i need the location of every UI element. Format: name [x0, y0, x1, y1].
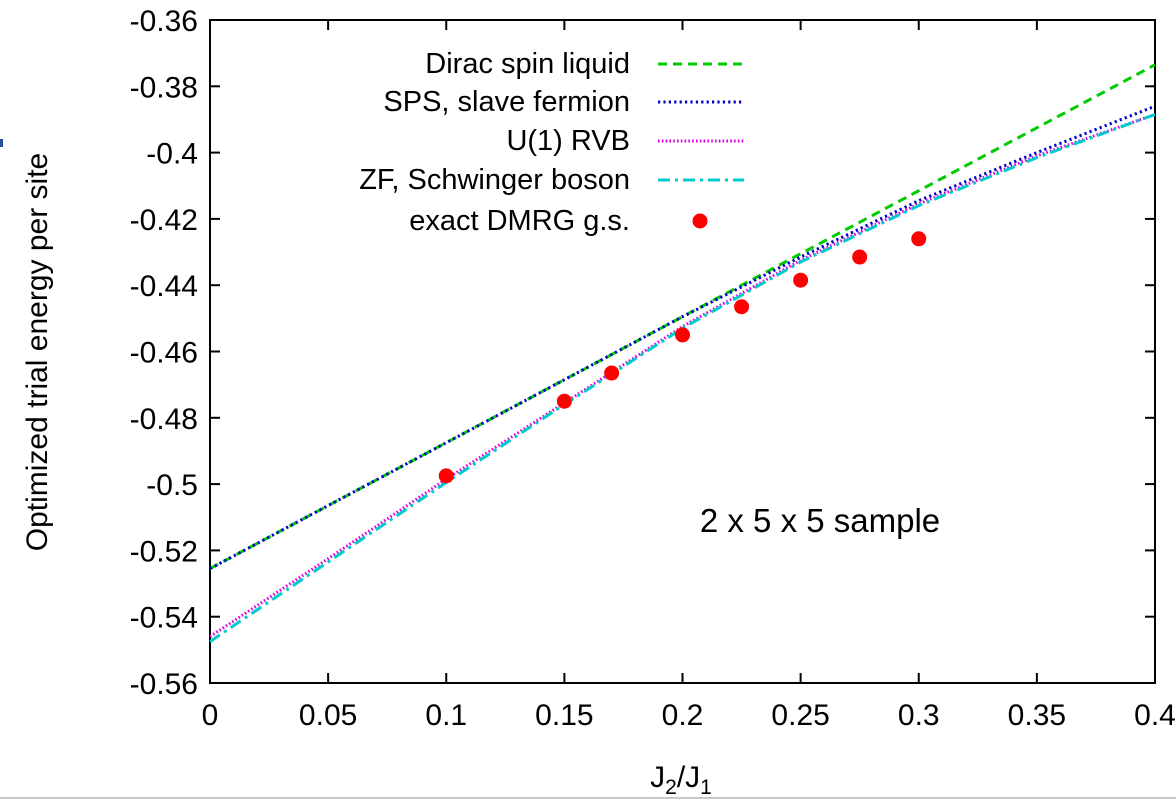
x-axis-title-slash: / [677, 761, 686, 794]
zf-schwinger-boson-line [209, 113, 1156, 643]
sample-size-annotation: 2 x 5 x 5 sample [700, 502, 940, 539]
y-tick-label: -0.46 [130, 337, 198, 370]
exact-dmrg-g-s-point [438, 468, 454, 484]
legend-label-u1-rvb: U(1) RVB [506, 125, 630, 157]
axes: 0 0.05 0.1 0.15 0.2 0.25 0.3 0.35 0.4 -0.56 -0.54… [130, 5, 1176, 732]
y-tick-label: -0.54 [130, 602, 198, 635]
x-tick-label: 0.4 [1134, 699, 1176, 732]
x-tick-label: 0.3 [898, 699, 940, 732]
x-tick-label: 0.35 [1008, 699, 1066, 732]
x-tick-label: 0.2 [662, 699, 704, 732]
legend-sample-exact-dmrg-g-s [692, 213, 708, 229]
x-axis-title-sub-2: 2 [665, 776, 677, 799]
bottom-divider [0, 797, 1176, 799]
x-tick-label: 0.05 [299, 699, 357, 732]
page-edge-mark [0, 139, 3, 147]
y-tick-label: -0.42 [130, 204, 198, 237]
y-axis-title: Optimized trial energy per site [21, 153, 54, 552]
x-tick-label: 0.15 [535, 699, 593, 732]
x-tick-label: 0 [202, 699, 219, 732]
u-1-rvb-line [209, 113, 1156, 638]
plot-frame [209, 19, 1156, 684]
y-tick-label: -0.56 [130, 668, 198, 701]
exact-dmrg-g-s-point [852, 249, 868, 265]
sps-slave-fermion-line [209, 104, 1156, 570]
exact-dmrg-g-s-point [734, 299, 750, 315]
y-tick-label: -0.4 [146, 138, 198, 171]
legend-label-sps-slave-fermion: SPS, slave fermion [383, 86, 630, 118]
exact-dmrg-g-s-point [675, 327, 690, 343]
y-axis-ticks: -0.56 -0.54 -0.52 -0.5 -0.48 -0.46 -0.44 -0.42 -… [130, 5, 1155, 701]
y-tick-label: -0.36 [130, 5, 198, 38]
legend-label-dirac-spin-liquid: Dirac spin liquid [425, 48, 630, 80]
y-tick-label: -0.5 [146, 469, 198, 502]
legend-label-exact-dmrg: exact DMRG g.s. [409, 205, 630, 237]
exact-dmrg-g-s-point [604, 365, 620, 381]
y-tick-label: -0.52 [130, 535, 198, 568]
legend: Dirac spin liquid SPS, slave fermion U(1… [359, 48, 744, 237]
dirac-spin-liquid-line [209, 63, 1156, 570]
y-tick-label: -0.48 [130, 403, 198, 436]
exact-dmrg-g-s-point [556, 393, 572, 409]
x-axis-title: J2/J1 [650, 761, 712, 799]
x-tick-label: 0.1 [425, 699, 467, 732]
legend-samples [658, 62, 744, 229]
x-axis-title-j2: J [685, 761, 700, 794]
exact-dmrg-g-s-point [911, 231, 927, 247]
series-points [438, 231, 927, 484]
exact-dmrg-g-s-point [793, 272, 809, 288]
y-tick-label: -0.44 [130, 270, 198, 303]
x-axis-ticks: 0 0.05 0.1 0.15 0.2 0.25 0.3 0.35 0.4 [202, 20, 1176, 732]
x-axis-title-sub-1: 1 [700, 776, 712, 799]
series-lines [209, 63, 1156, 643]
x-tick-label: 0.25 [771, 699, 829, 732]
y-tick-label: -0.38 [130, 71, 198, 104]
x-axis-title-j: J [650, 761, 665, 794]
legend-label-zf-schwinger-boson: ZF, Schwinger boson [359, 164, 630, 196]
